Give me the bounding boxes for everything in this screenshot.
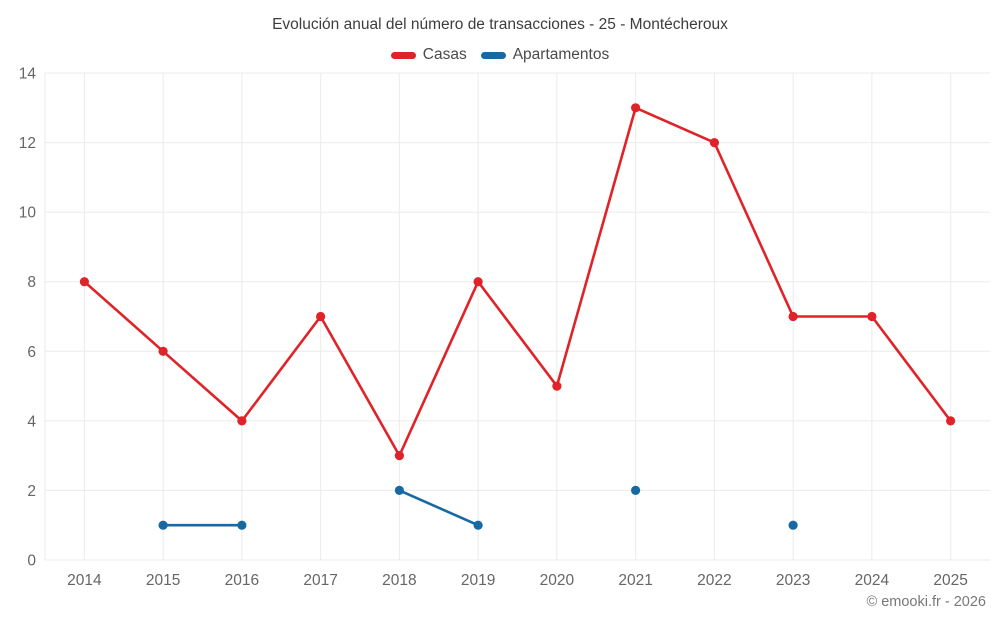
casas-point-2015[interactable] [158, 346, 168, 356]
y-axis-tick-label: 2 [27, 483, 36, 500]
legend-swatch-apartamentos [480, 51, 506, 59]
apartamentos-point-2019[interactable] [473, 520, 483, 530]
apartamentos-point-2016[interactable] [237, 520, 247, 530]
x-axis-tick-label: 2014 [67, 572, 102, 589]
legend-swatch-casas [390, 51, 416, 59]
x-axis-tick-label: 2018 [382, 572, 416, 589]
y-axis-tick-label: 14 [19, 66, 37, 83]
casas-point-2022[interactable] [709, 138, 720, 148]
y-axis-tick-label: 4 [27, 413, 36, 430]
y-axis-tick-label: 8 [27, 274, 36, 291]
x-axis-tick-label: 2020 [540, 572, 575, 589]
casas-point-2019[interactable] [473, 277, 483, 287]
casas-point-2024[interactable] [867, 311, 877, 322]
legend-label: Apartamentos [512, 46, 610, 63]
casas-point-2016[interactable] [237, 416, 247, 426]
casas-line [83, 106, 952, 457]
copyright-note: © emooki.fr - 2026 [866, 594, 986, 610]
x-axis-tick-label: 2016 [225, 572, 259, 589]
legend-label: Casas [422, 46, 467, 63]
x-axis-tick-label: 2022 [697, 572, 731, 589]
legend-item-apartamentos[interactable]: Apartamentos [480, 46, 610, 64]
y-axis-tick-label: 10 [19, 205, 37, 222]
casas-point-2014[interactable] [79, 277, 89, 287]
x-axis-tick-label: 2024 [855, 572, 890, 589]
apartamentos-point-2023[interactable] [788, 520, 798, 530]
x-axis-tick-label: 2019 [461, 572, 495, 589]
casas-point-2021[interactable] [631, 103, 641, 113]
x-axis-tick-label: 2017 [303, 572, 337, 589]
apartamentos-point-2018[interactable] [394, 485, 404, 495]
apartamentos-point-2021[interactable] [631, 485, 641, 495]
x-axis-tick-label: 2023 [776, 572, 810, 589]
chart-title: Evolución anual del número de transaccio… [272, 16, 728, 33]
y-axis-tick-label: 0 [27, 553, 36, 570]
casas-point-2017[interactable] [316, 311, 326, 322]
casas-point-2023[interactable] [788, 311, 798, 322]
y-axis-tick-label: 12 [19, 135, 36, 152]
apartamentos-point-2015[interactable] [158, 520, 168, 530]
casas-point-2025[interactable] [946, 416, 956, 426]
chart-legend: Casas Apartamentos [0, 46, 1000, 64]
casas-point-2018[interactable] [394, 451, 404, 461]
x-axis-tick-label: 2025 [933, 572, 967, 589]
legend-item-casas[interactable]: Casas [390, 46, 467, 64]
y-axis-tick-label: 6 [27, 344, 36, 361]
x-axis-tick-label: 2015 [146, 572, 180, 589]
casas-point-2020[interactable] [552, 381, 562, 391]
x-axis-tick-label: 2021 [618, 572, 652, 589]
